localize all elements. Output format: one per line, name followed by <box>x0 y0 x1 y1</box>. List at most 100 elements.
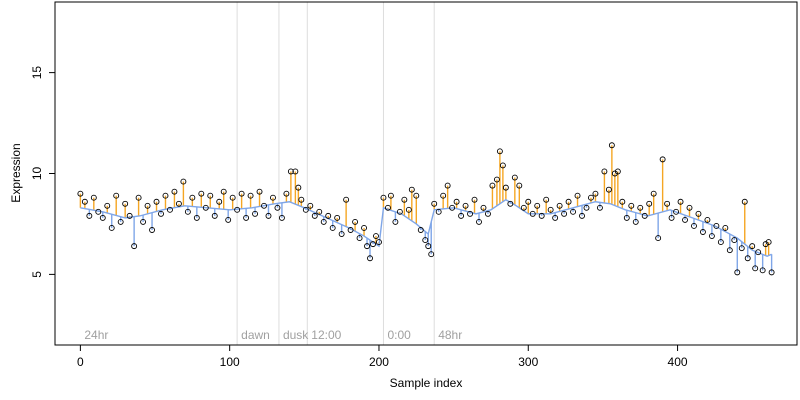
data-point <box>243 214 250 221</box>
data-point <box>722 225 729 231</box>
data-point <box>738 245 745 252</box>
data-point <box>704 216 711 223</box>
data-point <box>574 192 581 199</box>
data-point <box>238 190 245 197</box>
data-point <box>216 198 223 205</box>
data-point <box>726 247 733 254</box>
data-point <box>431 200 438 207</box>
data-point <box>373 233 379 239</box>
data-point <box>619 198 626 205</box>
data-point <box>356 235 363 242</box>
data-point <box>189 194 196 201</box>
data-point <box>367 255 373 262</box>
data-point <box>135 194 142 201</box>
segment-labels: 24hr dawn dusk 12:00 0:00 48hr <box>84 328 462 342</box>
data-point <box>507 200 514 207</box>
plot-frame <box>54 1 798 346</box>
data-point <box>338 231 345 237</box>
data-point <box>104 202 111 209</box>
data-point <box>287 168 294 175</box>
x-axis: 0 100 200 300 400 <box>77 345 688 369</box>
data-point <box>579 212 585 219</box>
data-point <box>547 206 554 213</box>
segment-dividers <box>236 2 435 345</box>
data-point <box>247 192 254 199</box>
data-point <box>440 192 447 199</box>
x-axis-label: Sample index <box>390 376 463 390</box>
data-point <box>428 251 435 258</box>
data-point <box>144 202 151 209</box>
data-point <box>529 210 536 217</box>
x-tick-label: 300 <box>518 355 538 369</box>
data-point <box>175 200 182 207</box>
data-point <box>759 267 766 274</box>
data-point <box>202 204 209 211</box>
data-point <box>623 214 630 221</box>
data-point <box>717 239 724 246</box>
data-point <box>392 218 399 225</box>
y-axis-label: Expression <box>9 143 23 202</box>
y-axis: 5 10 15 <box>30 66 55 278</box>
residual-stems <box>79 145 773 273</box>
data-point <box>489 182 496 189</box>
data-point <box>252 210 259 217</box>
data-point <box>140 218 147 225</box>
data-point <box>198 190 205 197</box>
y-tick-label: 10 <box>30 167 44 181</box>
data-point <box>81 198 88 205</box>
data-point <box>673 208 680 215</box>
data-point <box>565 198 572 205</box>
data-point <box>608 142 615 149</box>
data-point <box>499 162 506 169</box>
y-tick-label: 5 <box>30 271 44 278</box>
data-point <box>413 192 420 199</box>
data-point <box>117 218 124 225</box>
data-point <box>632 218 639 225</box>
data-point <box>99 214 106 221</box>
data-point <box>396 208 403 215</box>
data-point <box>502 184 509 191</box>
data-point <box>90 194 97 201</box>
data-point <box>614 168 621 175</box>
data-point <box>462 202 469 209</box>
data-point <box>158 210 164 217</box>
data-point <box>108 225 115 231</box>
data-point <box>256 188 263 195</box>
data-point <box>480 204 487 211</box>
data-points <box>77 142 775 276</box>
data-point <box>741 198 748 205</box>
segment-label: 12:00 <box>311 328 341 342</box>
data-point <box>543 196 550 203</box>
data-point <box>376 239 382 246</box>
data-point <box>229 194 236 201</box>
data-point <box>329 225 336 231</box>
data-point <box>467 210 473 217</box>
data-point <box>493 176 500 183</box>
data-point <box>307 202 314 209</box>
data-point <box>734 269 741 276</box>
data-point <box>596 204 603 211</box>
data-point <box>691 223 697 229</box>
data-point <box>511 174 518 181</box>
data-point <box>744 255 751 262</box>
data-point <box>449 204 456 211</box>
data-point <box>193 214 200 221</box>
data-point <box>570 208 577 215</box>
y-tick-label: 15 <box>30 66 44 80</box>
data-point <box>699 229 706 235</box>
data-point <box>95 208 102 215</box>
data-point <box>682 216 688 223</box>
data-point <box>525 198 532 205</box>
data-point <box>211 212 218 219</box>
segment-label: 48hr <box>438 328 462 342</box>
trend-line <box>80 198 772 257</box>
data-point <box>384 204 391 211</box>
data-point <box>425 243 432 250</box>
data-point <box>628 202 635 209</box>
data-point <box>713 223 720 229</box>
data-point <box>749 243 756 250</box>
data-point <box>311 212 318 219</box>
data-point <box>605 186 612 193</box>
data-point <box>664 200 671 207</box>
